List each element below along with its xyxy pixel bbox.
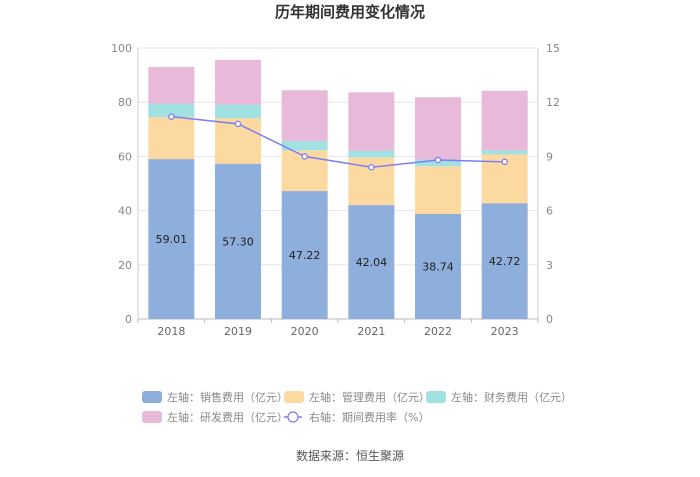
- bar-segment: [281, 140, 328, 151]
- source-note: 数据来源：恒生聚源: [296, 448, 404, 463]
- bar-segment: [481, 203, 528, 319]
- bar-segment: [415, 214, 461, 319]
- bar-segment: [148, 66, 195, 104]
- legend-marker: [287, 411, 299, 423]
- legend-label: 左轴：销售费用（亿元）: [167, 390, 288, 404]
- legend-item[interactable]: 右轴：期间费用率（%）: [284, 410, 429, 424]
- left-tick-label: 0: [125, 313, 132, 326]
- category-label: 2021: [357, 325, 385, 338]
- category-label: 2022: [424, 325, 452, 338]
- category-label: 2020: [291, 325, 319, 338]
- line-point: [301, 153, 308, 160]
- legend-item[interactable]: 左轴：管理费用（亿元）: [284, 390, 430, 404]
- legend-item[interactable]: 左轴：研发费用（亿元）: [142, 410, 288, 424]
- bar-segment: [148, 117, 195, 160]
- line-point: [501, 158, 508, 166]
- chart-title: 历年期间费用变化情况: [275, 3, 425, 21]
- left-tick-label: 40: [118, 205, 132, 218]
- bar-segment: [348, 205, 395, 319]
- legend-label: 右轴：期间费用率（%）: [309, 410, 429, 424]
- left-tick-label: 20: [118, 259, 132, 272]
- legend-label: 左轴：财务费用（亿元）: [451, 390, 572, 404]
- data-labels: 59.01 57.30 47.22 42.04 38.74 42.72: [156, 233, 521, 273]
- bar-segment: [148, 103, 195, 118]
- legend-label: 左轴：研发费用（亿元）: [167, 410, 288, 424]
- bar-segment: [348, 92, 395, 151]
- category-label: 2018: [157, 325, 185, 338]
- data-label: 42.72: [489, 255, 521, 268]
- data-label: 42.04: [356, 256, 388, 269]
- legend-swatch: [142, 411, 162, 423]
- right-tick-label: 15: [546, 42, 560, 55]
- line-point: [368, 163, 375, 171]
- data-label: 59.01: [156, 233, 188, 246]
- axes: 0 20 40 60 80 100 0 3 6 9 12 15 2018 2019 2020 2021 2022…: [111, 42, 560, 338]
- bar-segment: [281, 90, 328, 141]
- line-point: [168, 113, 175, 120]
- bar-segment: [415, 166, 461, 215]
- legend-swatch: [426, 391, 446, 403]
- line-series: [168, 113, 508, 171]
- bar-segment: [215, 163, 261, 319]
- line-point: [234, 120, 242, 128]
- bar-segment: [215, 59, 261, 105]
- right-tick-label: 6: [546, 205, 553, 218]
- bar-segment: [481, 150, 528, 155]
- right-tick-label: 12: [546, 96, 560, 109]
- legend: 左轴：销售费用（亿元） 左轴：管理费用（亿元） 左轴：财务费用（亿元） 左轴：研发费用…: [142, 390, 572, 424]
- bar-segment: [148, 159, 195, 319]
- category-label: 2023: [491, 325, 519, 338]
- legend-swatch: [142, 391, 162, 403]
- legend-item[interactable]: 左轴：销售费用（亿元）: [142, 390, 288, 404]
- gridlines: [138, 47, 538, 320]
- left-tick-label: 60: [118, 150, 132, 163]
- legend-item[interactable]: 左轴：财务费用（亿元）: [426, 390, 572, 404]
- bar-segment: [481, 90, 528, 151]
- data-label: 57.30: [222, 235, 254, 248]
- right-tick-label: 0: [546, 313, 553, 326]
- right-tick-label: 3: [546, 259, 553, 272]
- left-tick-label: 80: [118, 96, 132, 109]
- left-tick-label: 100: [111, 42, 132, 55]
- line-point: [434, 156, 442, 164]
- line-path: [171, 115, 505, 168]
- data-label: 38.74: [422, 261, 454, 274]
- bars: [148, 59, 528, 319]
- right-tick-label: 9: [546, 150, 553, 163]
- legend-swatch: [284, 391, 304, 403]
- bar-segment: [281, 191, 328, 319]
- category-label: 2019: [224, 325, 252, 338]
- legend-label: 左轴：管理费用（亿元）: [309, 390, 430, 404]
- bar-segment: [348, 150, 395, 158]
- bar-segment: [215, 104, 261, 119]
- data-label: 47.22: [289, 249, 321, 262]
- bar-segment: [415, 97, 461, 160]
